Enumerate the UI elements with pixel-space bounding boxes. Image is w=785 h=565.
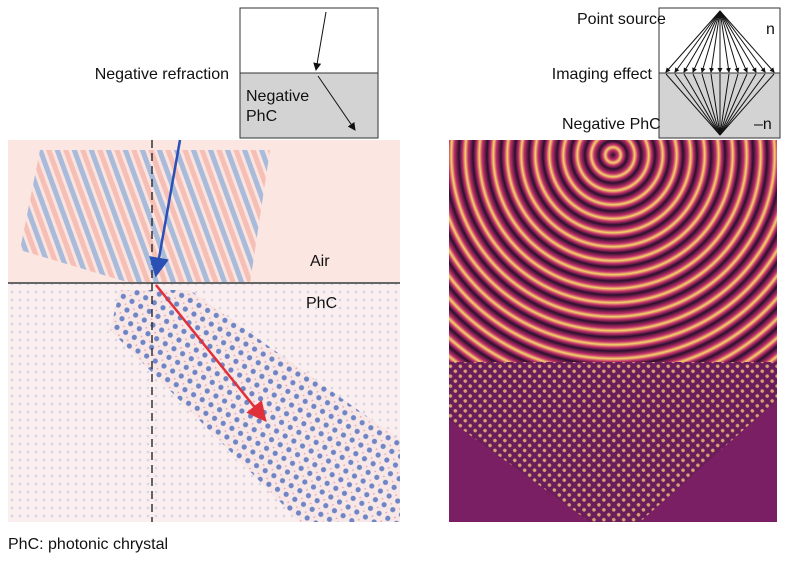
index-minus-n: –n — [754, 116, 772, 133]
negative-phc-label: Negative PhC — [562, 116, 661, 133]
inset-top — [240, 8, 378, 73]
inset-bottom — [240, 73, 378, 138]
inset-label: PhC — [246, 108, 277, 125]
right-title: Imaging effect — [552, 66, 653, 83]
air-label: Air — [310, 253, 330, 270]
left-title: Negative refraction — [95, 66, 229, 83]
phc-label: PhC — [306, 295, 337, 312]
figure: Negative refraction Negative PhC Air PhC… — [0, 0, 785, 560]
inset-label: Negative — [246, 88, 309, 105]
caption: PhC: photonic chrystal — [8, 536, 168, 553]
source-field — [449, 140, 777, 362]
index-n: n — [766, 21, 775, 38]
source-label: Point source — [577, 11, 666, 28]
